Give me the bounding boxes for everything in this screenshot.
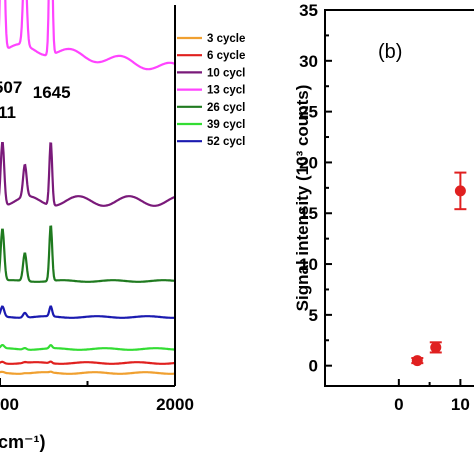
spectra-lines — [0, 0, 176, 375]
data-point — [430, 341, 442, 353]
intensity-y-tick-label: 30 — [299, 52, 318, 71]
intensity-y-tick-label: 15 — [299, 204, 318, 223]
spectrum-line-1 — [0, 370, 175, 375]
legend-label: 52 cycl — [207, 136, 245, 148]
spectrum-line-6 — [0, 344, 175, 351]
legend-label: 26 cycl — [207, 102, 245, 114]
data-point — [411, 355, 423, 367]
peak-labels: 13601507164511 — [0, 78, 71, 122]
intensity-y-tick-label: 25 — [299, 103, 318, 122]
intensity-x-tick-label: 0 — [394, 395, 403, 414]
intensity-x-ticks: 0 10 — [394, 379, 470, 414]
legend-label: 10 cycl — [207, 67, 245, 79]
legend: 3 cycle 6 cycle 10 cycl 13 cycl 26 cycl 39 cy… — [177, 33, 245, 148]
legend-label: 6 cycle — [207, 50, 245, 62]
intensity-panel: 0 5 10 15 20 25 30 35 0 10 (b) Signal intensity … — [293, 1, 474, 414]
intensity-y-ticks: 0 5 10 15 20 25 30 35 — [299, 1, 332, 376]
intensity-points — [411, 171, 467, 367]
spectra-x-ticks: 1500 2000 — [0, 378, 194, 414]
legend-label: 13 cycl — [207, 85, 245, 97]
intensity-y-tick-label: 0 — [309, 357, 318, 376]
peak-label-11: 11 — [0, 103, 16, 122]
legend-label: 3 cycle — [207, 33, 245, 45]
intensity-y-tick-label: 5 — [309, 306, 318, 325]
legend-label: 39 cycl — [207, 119, 245, 131]
spectrum-line-4 — [0, 0, 176, 71]
intensity-y-tick-label: 20 — [299, 153, 318, 172]
spectra-x-axis-label: cm⁻¹) — [0, 432, 46, 452]
intensity-plot-frame — [324, 9, 474, 387]
spectra-panel: 15002000 13601507164511 cm⁻¹) — [0, 0, 194, 452]
peak-label-1507: 1507 — [0, 78, 22, 97]
intensity-y-tick-label: 35 — [299, 1, 318, 20]
spectrum-line-3 — [0, 142, 176, 207]
peak-label-1645: 1645 — [33, 83, 71, 102]
data-point — [454, 185, 466, 197]
intensity-x-tick-label: 10 — [451, 395, 470, 414]
spectrum-line-5 — [0, 225, 176, 283]
intensity-y-axis-label: Signal intensity (10³ counts) — [293, 85, 312, 312]
spectra-x-tick-label: 2000 — [156, 395, 194, 414]
spectra-x-tick-label: 1500 — [0, 395, 19, 414]
panel-label-b: (b) — [378, 41, 402, 63]
spectrum-line-7 — [0, 305, 175, 319]
intensity-y-tick-label: 10 — [299, 255, 318, 274]
spectrum-line-2 — [0, 360, 176, 365]
